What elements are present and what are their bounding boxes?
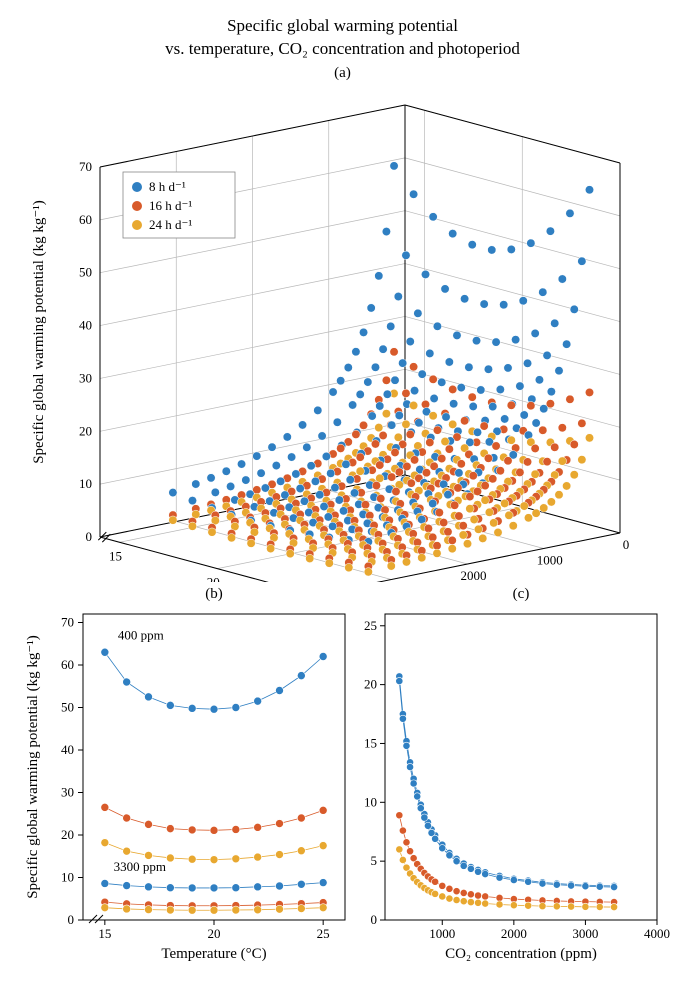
svg-text:70: 70 [61,614,74,629]
title-1: Specific global warming potential [227,16,458,35]
chart-a-3d: 01020304050607015202501000200030004000Sp… [15,82,670,582]
svg-text:15: 15 [109,548,122,563]
svg-text:2000: 2000 [461,568,487,582]
svg-text:Temperature (°C): Temperature (°C) [161,946,266,962]
svg-text:20: 20 [79,423,92,438]
svg-text:0: 0 [623,537,630,552]
svg-text:20: 20 [207,575,220,582]
svg-text:1000: 1000 [537,552,563,567]
svg-text:40: 40 [61,742,74,757]
svg-text:50: 50 [79,265,92,280]
svg-text:10: 10 [364,794,377,809]
svg-text:20: 20 [364,676,377,691]
svg-text:2000: 2000 [501,926,527,941]
chart-bc: (b)(c)010203040506070152025Specific glob… [15,582,670,972]
svg-text:3000: 3000 [572,926,598,941]
svg-text:(c): (c) [513,586,530,602]
label-a: (a) [15,65,670,82]
svg-text:Specific global warming potent: Specific global warming potential (kg kg… [25,635,41,899]
svg-text:1000: 1000 [429,926,455,941]
svg-text:24 h d⁻¹: 24 h d⁻¹ [149,217,192,232]
svg-text:40: 40 [79,317,92,332]
svg-text:60: 60 [79,212,92,227]
svg-text:15: 15 [364,735,377,750]
svg-text:0: 0 [86,529,93,544]
svg-text:70: 70 [79,159,92,174]
svg-text:8 h d⁻¹: 8 h d⁻¹ [149,179,186,194]
svg-text:400 ppm: 400 ppm [118,627,164,642]
svg-text:10: 10 [61,869,74,884]
svg-text:CO₂ concentration (ppm): CO₂ concentration (ppm) [445,946,597,962]
svg-text:20: 20 [61,827,74,842]
svg-text:0: 0 [371,912,378,927]
legend: 8 h d⁻¹ 16 h d⁻¹ 24 h d⁻¹ [123,172,235,238]
svg-text:25: 25 [364,618,377,633]
svg-text:10: 10 [79,476,92,491]
svg-text:50: 50 [61,699,74,714]
svg-text:15: 15 [98,926,111,941]
svg-text:3300 ppm: 3300 ppm [114,859,166,874]
svg-text:30: 30 [79,370,92,385]
svg-text:(b): (b) [205,586,223,602]
title-2: vs. temperature, CO₂ concentration and p… [165,39,520,58]
svg-text:60: 60 [61,657,74,672]
svg-text:4000: 4000 [644,926,670,941]
svg-text:30: 30 [61,784,74,799]
svg-text:Specific global warming potent: Specific global warming potential (kg kg… [31,200,47,464]
svg-text:5: 5 [371,853,378,868]
svg-text:20: 20 [208,926,221,941]
svg-text:16 h d⁻¹: 16 h d⁻¹ [149,198,192,213]
svg-text:0: 0 [68,912,75,927]
svg-text:25: 25 [317,926,330,941]
